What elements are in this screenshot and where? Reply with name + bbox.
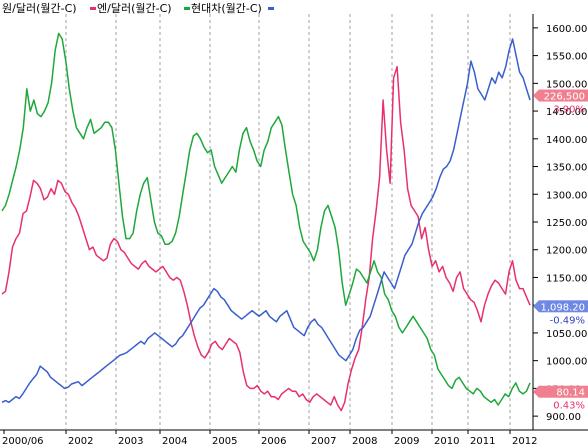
x-tick-label: 2005 [212,436,237,447]
y-tick-label: 1500.00 [546,79,587,90]
y-tick-label: 1400.00 [546,135,587,146]
legend-item-hyundai[interactable]: 현대차(월간-C) [191,2,274,15]
x-tick-label: 2010 [434,436,459,447]
y-tick-label: 1550.00 [546,52,587,63]
y-tick-label: 1250.00 [546,218,587,229]
y-tick-label: 1300.00 [546,190,587,201]
badge-change: -0.49% [550,315,585,326]
legend: 원/달러(월간-C) 엔/달러(월간-C) 현대차(월간-C) [2,2,274,15]
x-tick-label: 2000/06 [2,436,44,447]
x-tick-label: 2006 [261,436,286,447]
badge-pointer [533,300,539,313]
badge-box [539,89,588,102]
badge-pointer [533,89,539,102]
legend-swatch [184,7,190,10]
badge-box [539,385,588,398]
badge-value: 226,500 [544,92,585,103]
badge-value: 1,098.20 [540,302,585,313]
legend-swatch [90,7,96,10]
badge-pointer [533,385,539,398]
value-badges: 226,500 3.90% 1,098.20 -0.49% 80.14 0.43% [533,89,588,412]
legend-item-krw-usd[interactable]: 원/달러(월간-C) [2,2,96,15]
x-tick-label: 2002 [68,436,93,447]
krw-usd-line[interactable] [1,65,531,412]
x-axis-ticks: 2000/06 2002 2003 2004 2005 2006 2007 2008 2009 2… [2,430,537,447]
y-axis-ticks: 900.00950.001000.001050.001100.001150.00… [533,24,587,423]
hyundai-line[interactable] [1,38,531,404]
x-tick-label: 2007 [311,436,336,447]
x-tick-label: 2012 [512,436,537,447]
series-lines [1,32,531,412]
x-tick-label: 2011 [470,436,495,447]
y-tick-label: 1450.00 [546,107,587,118]
legend-label: 원/달러(월간-C) [2,2,77,15]
badge-box [539,300,588,313]
legend-label: 엔/달러(월간-C) [97,2,172,15]
value-badge: 226,500 3.90% [533,89,588,116]
legend-swatch [268,7,274,10]
y-tick-label: 1600.00 [546,24,587,35]
y-tick-label: 1000.00 [546,357,587,368]
vertical-gridlines [65,14,511,430]
jpy-usd-line[interactable] [1,32,531,406]
x-tick-label: 2009 [394,436,419,447]
badge-value: 80.14 [556,388,585,399]
x-tick-label: 2003 [118,436,143,447]
legend-item-jpy-usd[interactable]: 엔/달러(월간-C) [97,2,190,15]
value-badge: 80.14 0.43% [533,385,588,412]
y-tick-label: 900.00 [546,412,581,423]
y-tick-label: 1200.00 [546,246,587,257]
x-tick-label: 2004 [162,436,187,447]
y-tick-label: 1150.00 [546,273,587,284]
y-tick-label: 1050.00 [546,329,587,340]
legend-label: 현대차(월간-C) [191,2,262,15]
badge-change: 0.43% [553,401,585,412]
x-tick-label: 2008 [352,436,377,447]
value-badge: 1,098.20 -0.49% [533,300,588,326]
badge-change: 3.90% [553,105,585,116]
y-tick-label: 1350.00 [546,163,587,174]
